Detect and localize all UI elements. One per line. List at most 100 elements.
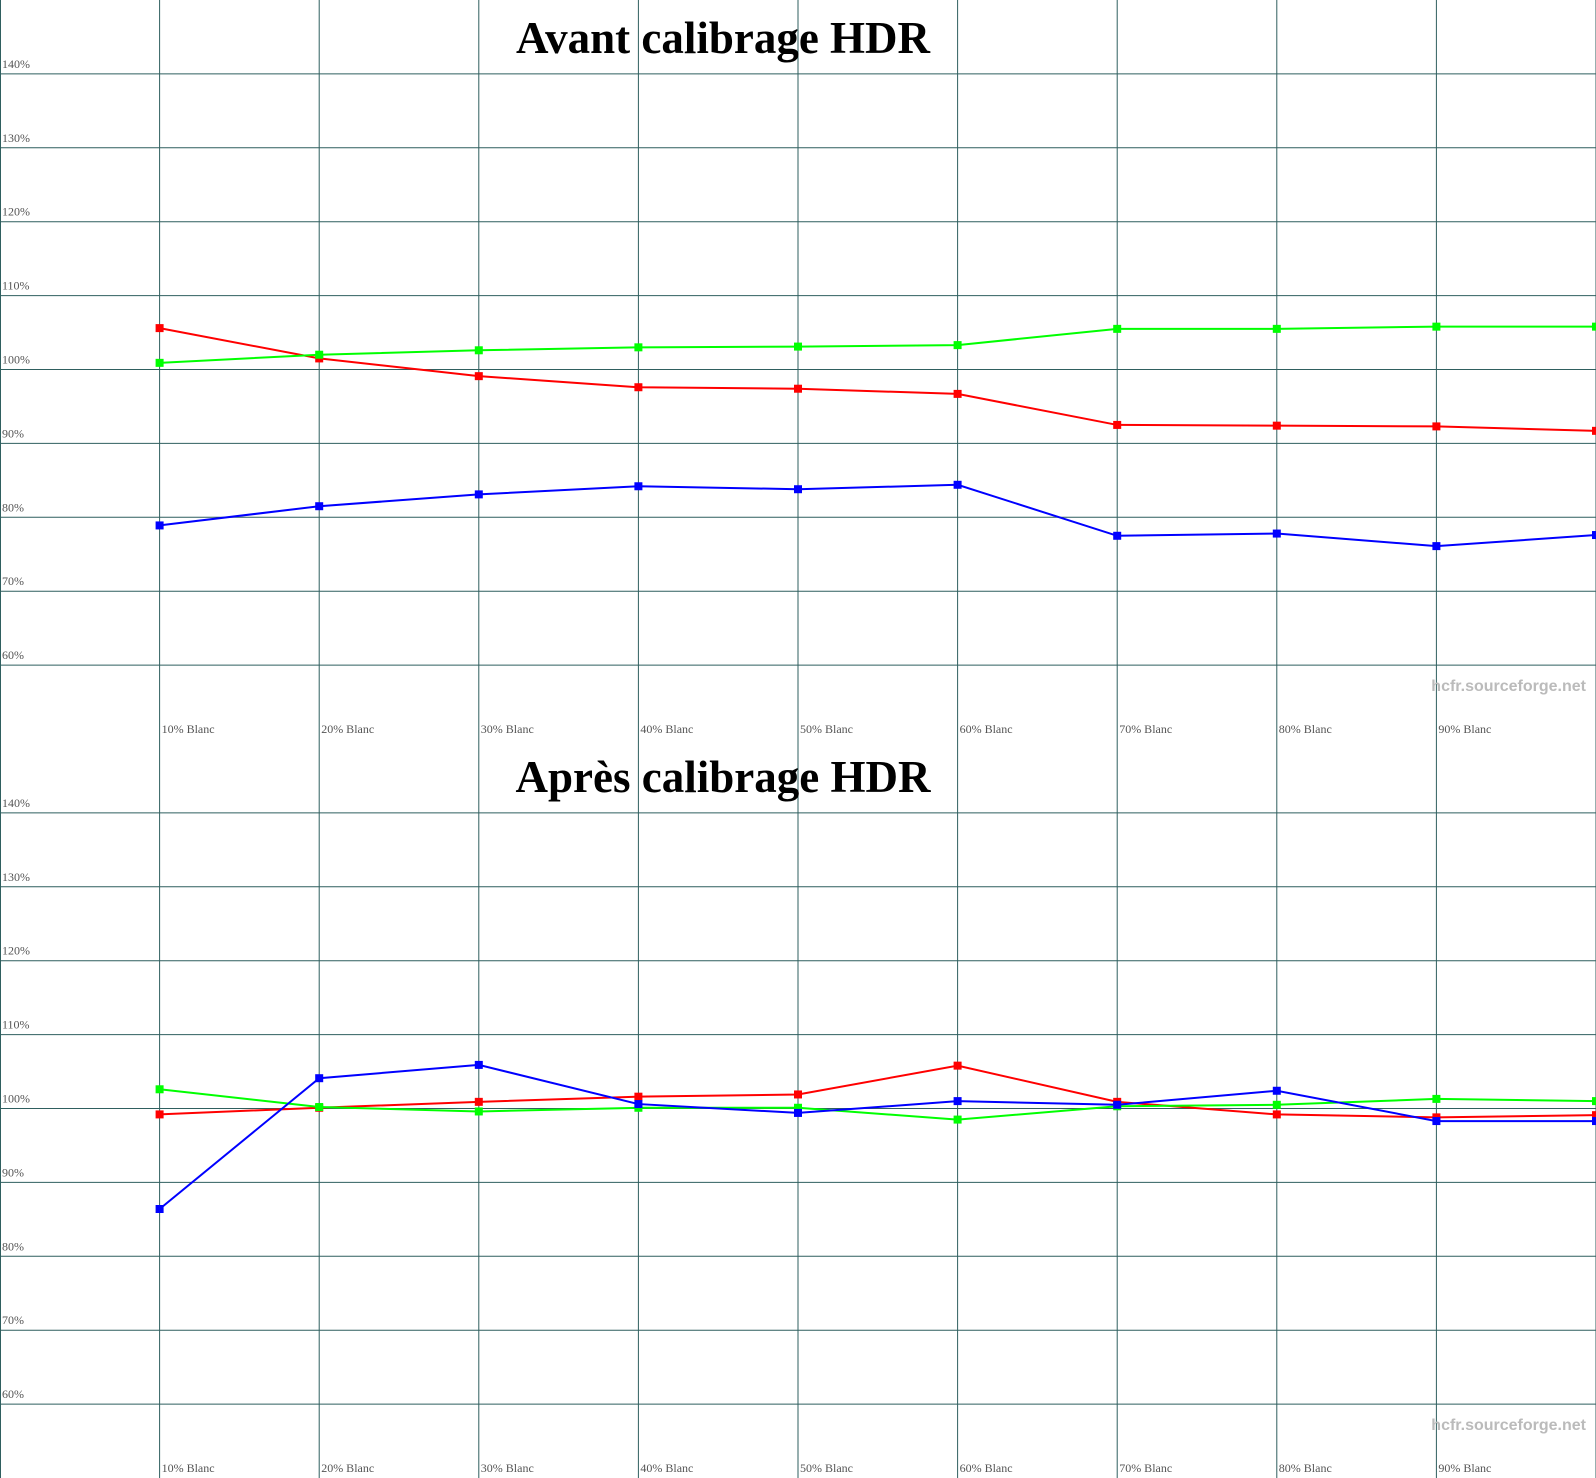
x-tick-label: 50% Blanc bbox=[800, 722, 853, 736]
data-point bbox=[634, 482, 643, 491]
y-tick-label: 70% bbox=[2, 574, 24, 588]
data-point bbox=[155, 358, 164, 367]
y-tick-label: 80% bbox=[2, 500, 24, 514]
data-point bbox=[1592, 1117, 1596, 1126]
data-point bbox=[1272, 324, 1281, 333]
x-tick-label: 90% Blanc bbox=[1438, 1461, 1491, 1475]
watermark: hcfr.sourceforge.net bbox=[1431, 678, 1586, 695]
data-point bbox=[1272, 1086, 1281, 1095]
data-point bbox=[315, 1103, 324, 1112]
y-tick-label: 110% bbox=[2, 279, 30, 293]
y-tick-label: 70% bbox=[2, 1313, 24, 1327]
x-tick-label: 20% Blanc bbox=[321, 722, 374, 736]
data-point bbox=[1272, 421, 1281, 430]
data-point bbox=[474, 1097, 483, 1106]
data-point bbox=[794, 1090, 802, 1099]
data-point bbox=[1113, 420, 1122, 429]
series-line bbox=[159, 1088, 1596, 1121]
y-tick-label: 130% bbox=[2, 870, 30, 884]
data-point bbox=[1432, 542, 1441, 551]
data-point bbox=[155, 1205, 164, 1214]
data-point bbox=[953, 341, 962, 350]
data-point bbox=[474, 490, 483, 499]
data-point bbox=[1592, 426, 1596, 435]
y-tick-label: 130% bbox=[2, 131, 30, 145]
data-point bbox=[794, 1108, 802, 1117]
data-point bbox=[634, 1100, 643, 1109]
y-tick-label: 140% bbox=[2, 796, 30, 810]
data-point bbox=[794, 1103, 802, 1112]
data-point bbox=[474, 1107, 483, 1116]
data-point bbox=[1592, 531, 1596, 540]
data-point bbox=[634, 343, 643, 352]
x-tick-label: 70% Blanc bbox=[1119, 1461, 1172, 1475]
data-point bbox=[474, 1060, 483, 1069]
data-point bbox=[953, 389, 962, 398]
data-point bbox=[155, 1085, 164, 1094]
line-chart: 60% 70% 80% 90% 100% 110% 120% 130% 140% 10% Blan… bbox=[0, 739, 1596, 1478]
chart-title: Avant calibrage HDR bbox=[516, 13, 931, 63]
x-tick-label: 30% Blanc bbox=[481, 1461, 534, 1475]
data-point bbox=[794, 384, 802, 393]
data-point bbox=[315, 350, 324, 359]
x-tick-label: 80% Blanc bbox=[1279, 722, 1332, 736]
data-point bbox=[634, 1092, 643, 1101]
data-point bbox=[1113, 1100, 1122, 1109]
data-point bbox=[1272, 529, 1281, 538]
x-tick-label: 60% Blanc bbox=[960, 722, 1013, 736]
y-tick-label: 90% bbox=[2, 426, 24, 440]
y-tick-label: 90% bbox=[2, 1165, 24, 1179]
data-point bbox=[1592, 1111, 1596, 1120]
data-point bbox=[794, 342, 802, 351]
y-tick-label: 100% bbox=[2, 353, 30, 367]
series-line bbox=[159, 483, 1596, 548]
y-tick-label: 120% bbox=[2, 944, 30, 958]
data-point bbox=[155, 1110, 164, 1119]
x-tick-label: 40% Blanc bbox=[640, 722, 693, 736]
watermark: hcfr.sourceforge.net bbox=[1431, 1417, 1586, 1434]
series-line bbox=[159, 1064, 1596, 1119]
data-point bbox=[953, 1115, 962, 1124]
series-line bbox=[158, 1063, 1596, 1210]
data-point bbox=[474, 372, 483, 381]
data-point bbox=[1432, 1117, 1441, 1126]
data-point bbox=[155, 521, 164, 530]
data-point bbox=[1272, 1100, 1281, 1109]
x-tick-label: 30% Blanc bbox=[481, 722, 534, 736]
x-tick-label: 70% Blanc bbox=[1119, 722, 1172, 736]
data-point bbox=[634, 383, 643, 392]
y-tick-label: 110% bbox=[2, 1018, 30, 1032]
data-point bbox=[1113, 324, 1122, 333]
x-tick-label: 50% Blanc bbox=[800, 1461, 853, 1475]
x-tick-label: 10% Blanc bbox=[162, 1461, 215, 1475]
data-point bbox=[1432, 422, 1441, 431]
data-point bbox=[953, 1061, 962, 1070]
data-point bbox=[794, 485, 802, 494]
x-tick-label: 10% Blanc bbox=[162, 722, 215, 736]
x-tick-label: 60% Blanc bbox=[960, 1461, 1013, 1475]
y-tick-label: 120% bbox=[2, 205, 30, 219]
data-point bbox=[1432, 1094, 1441, 1103]
y-tick-label: 60% bbox=[2, 648, 24, 662]
y-tick-label: 60% bbox=[2, 1387, 24, 1401]
data-point bbox=[1113, 531, 1122, 540]
line-chart: 60% 70% 80% 90% 100% 110% 120% 130% 140% 10% Blan… bbox=[0, 0, 1596, 739]
data-point bbox=[155, 324, 164, 333]
chart-title: Après calibrage HDR bbox=[516, 752, 931, 802]
x-tick-label: 40% Blanc bbox=[640, 1461, 693, 1475]
y-tick-label: 100% bbox=[2, 1092, 30, 1106]
data-point bbox=[1592, 1097, 1596, 1106]
data-point bbox=[1592, 322, 1596, 331]
data-point bbox=[474, 346, 483, 355]
series-line bbox=[159, 325, 1596, 364]
y-tick-label: 140% bbox=[2, 57, 30, 71]
x-tick-label: 20% Blanc bbox=[321, 1461, 374, 1475]
data-point bbox=[953, 1097, 962, 1106]
data-point bbox=[953, 480, 962, 489]
series-line bbox=[159, 327, 1596, 432]
x-tick-label: 90% Blanc bbox=[1438, 722, 1491, 736]
data-point bbox=[315, 1074, 324, 1083]
x-tick-label: 80% Blanc bbox=[1279, 1461, 1332, 1475]
data-point bbox=[1432, 322, 1441, 331]
